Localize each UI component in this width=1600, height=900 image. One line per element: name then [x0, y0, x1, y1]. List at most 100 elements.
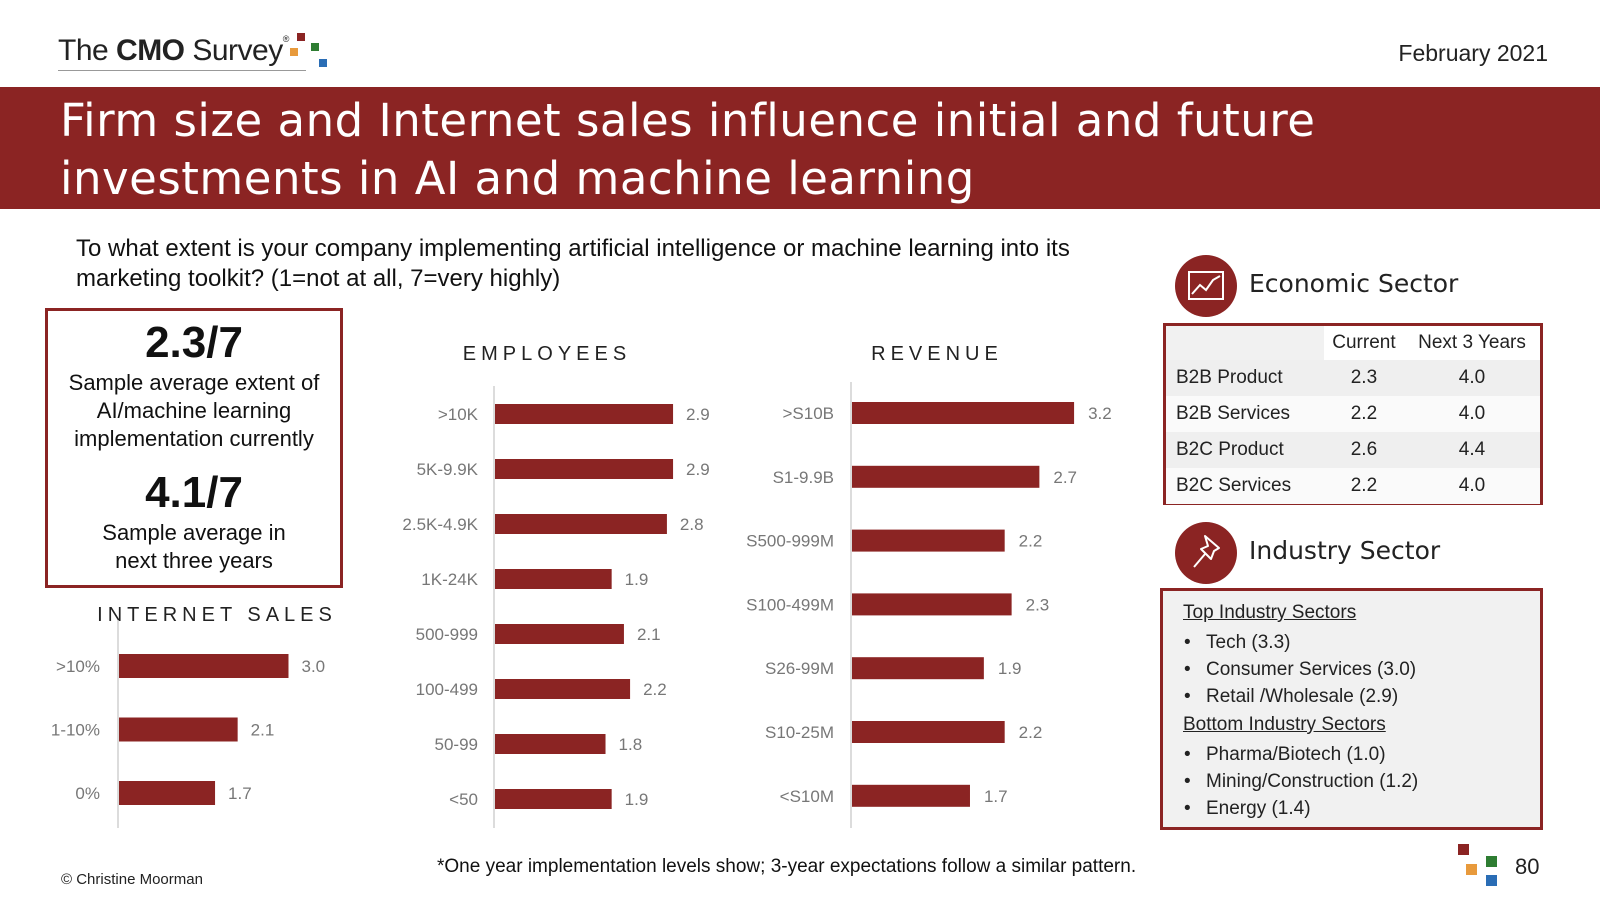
current-value: 2.3 — [1323, 360, 1404, 396]
row-label: B2B Product — [1166, 360, 1324, 396]
bottom-industry-list: Pharma/Biotech (1.0) Mining/Construction… — [1183, 741, 1540, 822]
economic-table: Current Next 3 Years B2B Product 2.3 4.0… — [1166, 326, 1540, 504]
category-tick-label: 2.5K-4.9K — [402, 515, 478, 534]
copyright: © Christine Moorman — [61, 871, 203, 888]
list-item: Energy (1.4) — [1183, 795, 1540, 822]
bar — [119, 781, 216, 805]
table-row: B2C Product 2.6 4.4 — [1166, 432, 1540, 468]
bar — [495, 514, 667, 534]
current-value: 2.6 — [1323, 432, 1404, 468]
data-label: 2.2 — [1019, 723, 1043, 742]
current-average-value: 2.3/7 — [145, 318, 243, 367]
data-label: 1.9 — [998, 659, 1022, 678]
data-label: 2.9 — [686, 405, 710, 424]
logo-underline — [58, 70, 306, 71]
bar — [852, 465, 1040, 488]
logo-suffix: Survey — [184, 34, 283, 67]
bar — [495, 569, 612, 589]
current-value: 2.2 — [1323, 468, 1404, 504]
next-value: 4.4 — [1403, 432, 1540, 468]
data-label: 1.8 — [619, 735, 643, 754]
internet-sales-chart: INTERNET SALES >10% 3.0 1-10% 2.1 0% 1.7 — [51, 604, 337, 828]
footer-dot-red — [1458, 844, 1469, 855]
data-label: 2.1 — [637, 625, 661, 644]
category-tick-label: <50 — [449, 790, 478, 809]
chart-title: EMPLOYEES — [463, 343, 631, 365]
future-average-value: 4.1/7 — [145, 468, 243, 517]
data-label: 2.7 — [1053, 468, 1077, 487]
table-corner — [1166, 326, 1324, 360]
bar — [495, 624, 624, 644]
bar — [119, 717, 238, 742]
column-header-current: Current — [1323, 326, 1404, 360]
logo-dot-red — [297, 33, 305, 41]
survey-question: To what extent is your company implement… — [76, 235, 1070, 292]
bottom-industry-heading: Bottom Industry Sectors — [1183, 714, 1386, 735]
row-label: B2C Services — [1166, 468, 1324, 504]
data-label: 2.2 — [643, 680, 667, 699]
table-row: B2B Product 2.3 4.0 — [1166, 360, 1540, 396]
data-label: 1.7 — [984, 787, 1008, 806]
line-chart-icon-glyph — [1188, 271, 1224, 300]
data-label: 1.9 — [625, 570, 649, 589]
data-label: 2.3 — [1026, 595, 1050, 614]
bar — [495, 404, 674, 424]
bar — [852, 784, 970, 807]
row-label: B2C Product — [1166, 432, 1324, 468]
data-label: 3.2 — [1088, 404, 1112, 423]
footer-dot-orange — [1466, 864, 1477, 875]
table-row: B2B Services 2.2 4.0 — [1166, 396, 1540, 432]
category-tick-label: 0% — [75, 784, 100, 803]
logo-prefix: The — [58, 34, 117, 67]
current-value: 2.2 — [1323, 396, 1404, 432]
footer-dot-blue — [1486, 875, 1497, 886]
category-tick-label: 1-10% — [51, 721, 100, 740]
category-tick-label: 5K-9.9K — [417, 460, 479, 479]
data-label: 3.0 — [302, 657, 326, 676]
category-tick-label: >10K — [438, 405, 479, 424]
logo-dot-orange — [290, 48, 298, 56]
bar — [495, 459, 674, 479]
list-item: Pharma/Biotech (1.0) — [1183, 741, 1540, 768]
summary-box: 2.3/7 Sample average extent of AI/machin… — [45, 308, 343, 588]
bar — [852, 593, 1012, 616]
category-tick-label: S500-999M — [746, 532, 834, 551]
bar — [495, 679, 631, 699]
pushpin-icon — [1175, 522, 1237, 584]
category-tick-label: 500-999 — [416, 625, 478, 644]
pushpin-icon-glyph — [1193, 535, 1220, 568]
revenue-chart: REVENUE >S10B 3.2 S1-9.9B 2.7 S500-999M 2.2 S10… — [746, 343, 1112, 828]
column-header-next: Next 3 Years — [1403, 326, 1540, 360]
line-chart-icon — [1175, 255, 1237, 317]
footer-dot-green — [1486, 856, 1497, 867]
list-item: Consumer Services (3.0) — [1183, 656, 1540, 683]
category-tick-label: 50-99 — [435, 735, 478, 754]
title-bar: Firm size and Internet sales influence i… — [0, 87, 1600, 209]
logo-bold: CMO — [116, 34, 185, 67]
table-row: B2C Services 2.2 4.0 — [1166, 468, 1540, 504]
chart-title: INTERNET SALES — [97, 604, 337, 626]
category-tick-label: S100-499M — [746, 595, 834, 614]
data-label: 2.2 — [1019, 532, 1043, 551]
category-tick-label: >S10B — [782, 404, 834, 423]
page-number: 80 — [1515, 854, 1540, 879]
report-date: February 2021 — [1398, 40, 1548, 66]
next-value: 4.0 — [1403, 468, 1540, 504]
bar — [852, 721, 1005, 743]
bar — [852, 529, 1005, 552]
category-tick-label: 100-499 — [416, 680, 478, 699]
slide-title: Firm size and Internet sales influence i… — [60, 94, 1316, 205]
logo-dot-green — [311, 43, 319, 51]
top-industry-heading: Top Industry Sectors — [1183, 602, 1357, 623]
industry-sector-label: Industry Sector — [1249, 536, 1441, 565]
data-label: 1.9 — [625, 790, 649, 809]
top-industry-list: Tech (3.3) Consumer Services (3.0) Retai… — [1183, 629, 1540, 710]
logo-text: The CMO Survey® — [58, 34, 289, 68]
next-value: 4.0 — [1403, 360, 1540, 396]
list-item: Tech (3.3) — [1183, 629, 1540, 656]
footnote: *One year implementation levels show; 3-… — [437, 856, 1137, 877]
row-label: B2B Services — [1166, 396, 1324, 432]
bar — [495, 789, 612, 809]
economic-sector-label: Economic Sector — [1249, 269, 1459, 298]
list-item: Mining/Construction (1.2) — [1183, 768, 1540, 795]
